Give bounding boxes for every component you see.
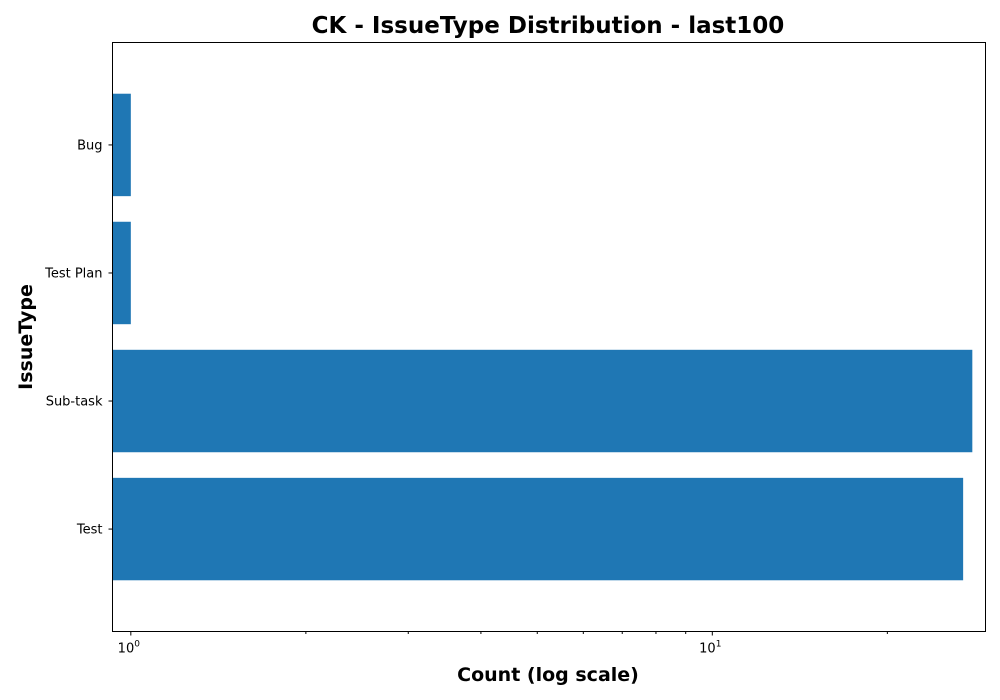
- y-tick-label: Bug: [77, 138, 102, 153]
- x-axis-label: Count (log scale): [457, 664, 639, 686]
- plot-frame: [112, 42, 986, 632]
- y-axis-ticks: Test Sub-task Test Plan Bug: [44, 138, 113, 538]
- y-tick-label: Sub-task: [46, 395, 103, 410]
- chart-title: CK - IssueType Distribution - last100: [312, 13, 785, 39]
- bar-test: [112, 477, 964, 581]
- bar-test-plan: [112, 221, 131, 325]
- y-tick-label: Test: [76, 523, 103, 538]
- bar-sub-task: [112, 349, 973, 453]
- bar-bug: [112, 93, 131, 197]
- y-axis-label: IssueType: [15, 284, 37, 390]
- x-tick-label: 101: [699, 640, 721, 657]
- x-tick-label: 100: [118, 640, 141, 657]
- x-axis-ticks: 100 101: [118, 631, 888, 657]
- bars: [112, 93, 973, 581]
- y-tick-label: Test Plan: [44, 266, 102, 281]
